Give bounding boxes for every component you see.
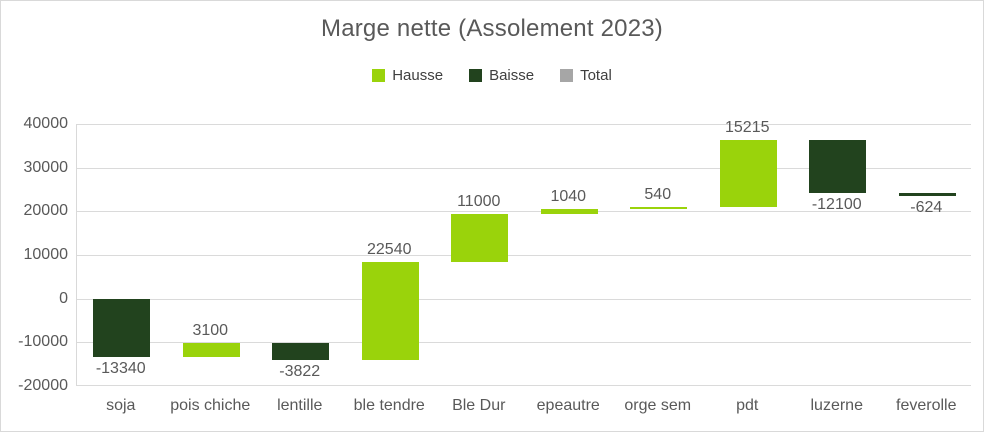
y-tick-label: 40000 — [23, 115, 69, 132]
bar-pois-chiche — [182, 343, 240, 357]
legend-swatch-icon — [560, 69, 574, 82]
x-category-label: pdt — [736, 397, 759, 414]
legend-label: Hausse — [392, 67, 444, 84]
data-label: -624 — [910, 198, 943, 216]
gridline — [77, 167, 971, 169]
data-label: -12100 — [811, 196, 862, 214]
legend-item-baisse: Baisse — [469, 67, 534, 84]
y-tick-label: -20000 — [18, 377, 68, 394]
y-tick-label: 30000 — [23, 158, 69, 176]
bar-epeautre — [540, 209, 598, 214]
bar-orge-sem — [630, 206, 688, 210]
legend-item-hausse: Hausse — [372, 67, 443, 84]
legend-label: Baisse — [489, 67, 535, 84]
gridline — [77, 124, 971, 125]
y-tick-label: 10000 — [23, 246, 69, 263]
data-label: 22540 — [367, 240, 412, 258]
gridline — [77, 211, 971, 213]
y-tick-label: 0 — [59, 289, 68, 307]
legend-item-total: Total — [560, 67, 612, 84]
gridline — [77, 385, 971, 386]
x-category-label: luzerne — [810, 397, 863, 414]
x-category-label: soja — [106, 397, 136, 414]
plot-area — [76, 124, 971, 386]
data-label: -13340 — [95, 359, 146, 377]
gridline — [77, 255, 971, 256]
chart-legend: Hausse Baisse Total — [1, 67, 983, 84]
x-category-label: Ble Dur — [452, 397, 506, 414]
bar-soja — [93, 298, 151, 357]
x-category-label: lentille — [277, 397, 323, 414]
legend-swatch-icon — [469, 69, 483, 82]
chart-title: Marge nette (Assolement 2023) — [321, 15, 663, 42]
bar-luzerne — [809, 140, 867, 194]
legend-label: Total — [580, 67, 612, 84]
x-category-label: pois chiche — [170, 397, 251, 414]
data-label: 540 — [644, 185, 672, 203]
bar-lentille — [272, 343, 330, 361]
data-label: 1040 — [550, 188, 587, 206]
x-category-label: epeautre — [536, 397, 600, 414]
bar-ble-dur — [451, 213, 509, 262]
x-category-label: ble tendre — [353, 397, 425, 414]
bar-feverolle — [898, 193, 956, 196]
y-tick-label: 20000 — [23, 202, 69, 220]
gridline — [77, 298, 971, 300]
bar-pdt — [719, 140, 777, 207]
y-tick-label: -10000 — [18, 333, 68, 351]
legend-swatch-icon — [372, 69, 386, 82]
data-label: 3100 — [192, 322, 229, 340]
gridline — [77, 342, 971, 344]
x-category-label: feverolle — [896, 397, 957, 414]
bar-ble-tendre — [361, 261, 419, 361]
x-category-label: orge sem — [624, 397, 692, 414]
data-label: -3822 — [279, 363, 321, 381]
data-label: 15215 — [725, 119, 770, 137]
data-label: 11000 — [457, 192, 501, 210]
